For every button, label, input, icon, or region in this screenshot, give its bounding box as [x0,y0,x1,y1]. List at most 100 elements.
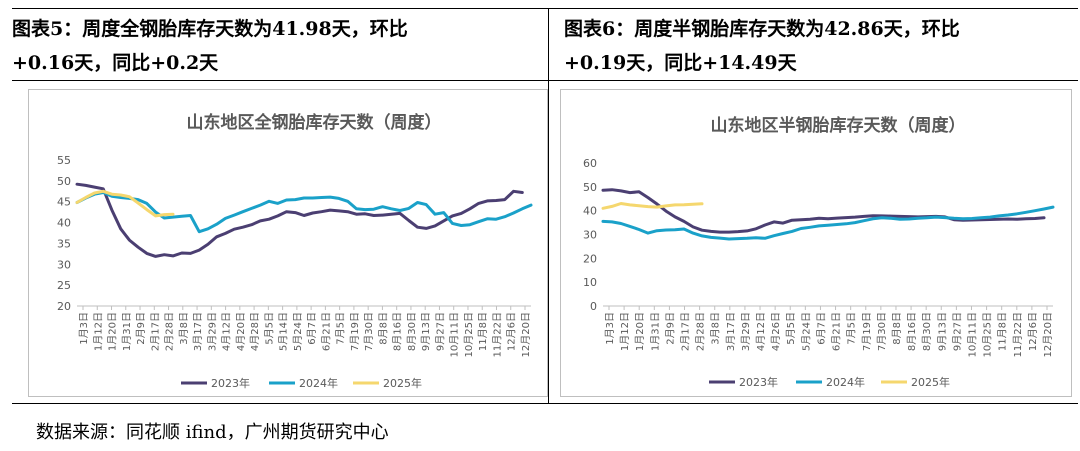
y-tick-label: 20 [583,252,597,265]
y-tick-label: 20 [57,300,71,313]
table-column-divider [548,8,549,404]
x-tick-label: 10月25日 [982,312,994,357]
y-tick-label: 40 [57,217,71,230]
legend-label-2025: 2025年 [383,376,422,390]
y-tick-label: 10 [583,276,597,289]
x-tick-label: 4月28日 [249,312,261,351]
y-tick-label: 0 [590,300,597,313]
series-line-2024 [601,205,1055,241]
x-tick-label: 3月17日 [192,312,204,351]
x-tick-label: 1月31日 [121,312,133,351]
x-tick-label: 2月17日 [680,312,692,351]
x-tick-label: 1月12日 [92,312,104,351]
x-tick-label: 9月27日 [951,312,963,351]
x-tick-label: 8月16日 [906,312,918,351]
x-tick-label: 5月5日 [263,312,275,345]
x-tick-label: 7月5日 [335,312,347,345]
x-tick-label: 11月8日 [997,312,1009,351]
y-tick-label: 40 [583,205,597,218]
x-tick-label: 12月20日 [1042,312,1054,357]
legend-label-2023: 2023年 [211,376,250,390]
panel-right-title-line1: 图表6：周度半钢胎库存天数为42.86天，环比 [564,18,960,40]
series-line-2023 [75,182,524,258]
legend-label-2024: 2024年 [299,376,338,390]
x-tick-label: 2月17日 [149,312,161,351]
x-tick-label: 4月20日 [235,312,247,351]
x-tick-label: 4月12日 [755,312,767,351]
x-tick-label: 3月29日 [206,312,218,351]
x-tick-label: 7月5日 [846,312,858,345]
x-tick-label: 7月30日 [363,312,375,351]
panel-left-title-line1: 图表5：周度全钢胎库存天数为41.98天，环比 [12,18,408,40]
x-tick-label: 10月11日 [966,312,978,357]
y-tick-label: 50 [57,175,71,188]
x-tick-label: 11月22日 [1012,312,1024,357]
x-tick-label: 3月29日 [740,312,752,351]
x-tick-label: 1月20日 [634,312,646,351]
x-tick-label: 11月22日 [491,312,503,357]
x-tick-label: 3月8日 [710,312,722,345]
x-tick-label: 12月6日 [506,312,518,351]
chart-title: 山东地区全钢胎库存天数（周度） [187,112,442,133]
x-tick-label: 8月16日 [392,312,404,351]
series-line-2024 [75,191,533,234]
x-tick-label: 7月19日 [349,312,361,351]
x-tick-label: 1月31日 [649,312,661,351]
panel-right-title-line2: +0.19天，同比+14.49天 [564,52,797,74]
y-tick-label: 60 [583,157,597,170]
x-tick-label: 2月28日 [164,312,176,351]
legend-label-2023: 2023年 [739,375,778,389]
x-tick-label: 5月24日 [292,312,304,351]
series-line-2025 [75,189,175,218]
x-tick-label: 2月28日 [695,312,707,351]
x-tick-label: 8月8日 [891,312,903,345]
x-tick-label: 9月27日 [434,312,446,351]
x-tick-label: 1月12日 [619,312,631,351]
y-tick-label: 45 [57,196,71,209]
panel-left-title: 图表5：周度全钢胎库存天数为41.98天，环比 +0.16天，同比+0.2天 [12,12,408,80]
table-header-divider [12,80,1078,81]
panel-right-title: 图表6：周度半钢胎库存天数为42.86天，环比 +0.19天，同比+14.49天 [564,12,960,80]
x-tick-label: 5月24日 [800,312,812,351]
x-tick-label: 1月3日 [604,312,616,345]
x-tick-label: 4月26日 [770,312,782,351]
x-tick-label: 7月30日 [876,312,888,351]
legend-label-2024: 2024年 [826,375,865,389]
chart-title: 山东地区半钢胎库存天数（周度） [711,115,966,136]
x-tick-label: 8月30日 [921,312,933,351]
x-tick-label: 4月12日 [221,312,233,351]
y-tick-label: 50 [583,181,597,194]
x-tick-label: 7月19日 [861,312,873,351]
x-tick-label: 10月25日 [463,312,475,357]
chart-right-box: 山东地区半钢胎库存天数（周度） 60 50 40 30 20 10 0 1月3日 1月12日 1月2… [560,89,1072,397]
y-tick-label: 30 [57,258,71,271]
data-source-note: 数据来源：同花顺 ifind，广州期货研究中心 [36,422,389,443]
y-tick-label: 30 [583,229,597,242]
x-tick-label: 8月30日 [406,312,418,351]
x-tick-label: 12月6日 [1027,312,1039,351]
legend-label-2025: 2025年 [911,375,950,389]
chart-left-all-steel-tire-inventory-days: 山东地区全钢胎库存天数（周度） 55 50 45 40 35 30 25 20 1月3日 1月12日… [57,112,533,390]
x-tick-label: 6月21日 [320,312,332,351]
series-line-2025 [601,202,704,210]
y-tick-label: 25 [57,279,71,292]
panel-left-title-line2: +0.16天，同比+0.2天 [12,52,219,74]
x-tick-label: 6月21日 [831,312,843,351]
x-tick-label: 8月8日 [377,312,389,345]
x-tick-label: 9月13日 [936,312,948,351]
x-tick-label: 2月9日 [664,312,676,345]
chart-right-semi-steel-tire-inventory-days: 山东地区半钢胎库存天数（周度） 60 50 40 30 20 10 0 1月3日 1月12日 1月2… [583,115,1055,389]
x-tick-label: 5月5日 [785,312,797,345]
x-tick-label: 12月20日 [520,312,532,357]
x-tick-label: 3月8日 [178,312,190,345]
x-tick-label: 11月8日 [477,312,489,351]
table-top-border [12,8,1078,9]
x-tick-label: 10月11日 [449,312,461,357]
x-tick-label: 2月9日 [135,312,147,345]
x-tick-label: 5月14日 [278,312,290,351]
y-tick-label: 55 [57,154,71,167]
table-bottom-border [12,403,1078,404]
x-tick-label: 1月20日 [107,312,119,351]
y-tick-label: 35 [57,237,71,250]
x-tick-label: 3月17日 [725,312,737,351]
